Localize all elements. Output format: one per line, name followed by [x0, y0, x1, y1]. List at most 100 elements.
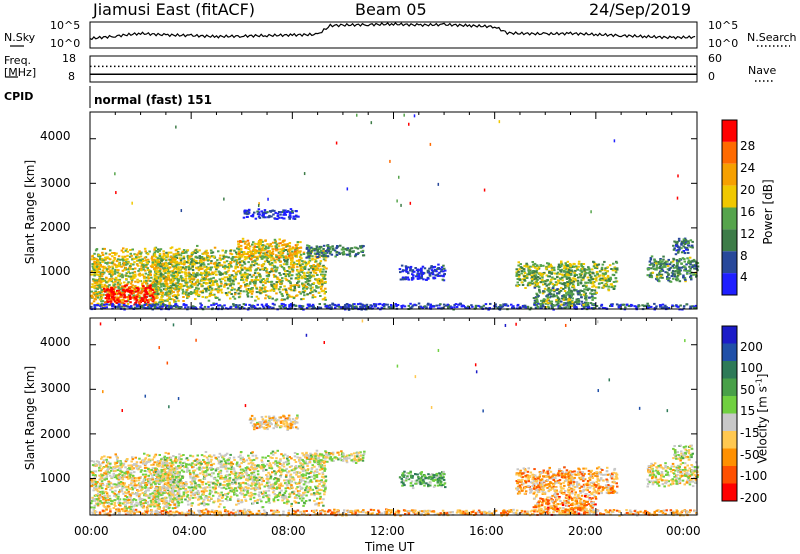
power-cell: [111, 265, 114, 268]
power-cell: [437, 307, 440, 310]
power-cell: [178, 247, 181, 250]
velocity-cell: [132, 467, 135, 470]
power-cell: [433, 265, 437, 268]
power-cell: [437, 263, 440, 266]
power-cell: [92, 267, 95, 269]
power-cell: [99, 282, 102, 285]
power-cell: [284, 273, 287, 276]
power-cell: [253, 272, 257, 275]
power-cell: [435, 270, 438, 273]
power-cell: [232, 283, 235, 286]
power-cell: [565, 306, 568, 309]
power-cell: [110, 295, 114, 298]
power-cell: [159, 257, 162, 260]
power-cell: [166, 270, 170, 273]
power-cell: [117, 289, 121, 292]
power-cell: [149, 288, 153, 291]
power-cell: [133, 298, 136, 301]
power-cell: [159, 277, 162, 280]
power-cell: [538, 291, 542, 294]
power-cell: [557, 298, 561, 301]
power-cell: [447, 306, 450, 309]
power-cell: [405, 266, 408, 269]
power-cell: [132, 257, 136, 260]
power-cell: [290, 259, 293, 261]
power-cell: [154, 255, 158, 258]
power-cell: [530, 274, 533, 277]
power-cell: [290, 289, 293, 292]
power-cell: [264, 297, 267, 300]
power-cell: [154, 266, 157, 269]
power-colorbar-segment: [722, 229, 737, 252]
power-cell: [100, 283, 103, 286]
power-cell: [432, 266, 435, 269]
power-cell: [675, 275, 679, 278]
power-cell: [666, 263, 669, 266]
power-cell: [120, 249, 124, 252]
power-cell: [130, 254, 133, 257]
power-cell: [527, 282, 530, 285]
power-cell: [214, 273, 218, 276]
power-cell: [152, 287, 155, 290]
power-cell: [247, 284, 250, 287]
power-cell: [302, 291, 306, 294]
power-cell: [271, 302, 275, 305]
power-cell: [515, 271, 518, 274]
power-cell: [121, 301, 125, 304]
power-cell: [299, 268, 303, 271]
power-cell: [127, 275, 131, 278]
power-cell: [291, 274, 294, 277]
power-cell: [310, 289, 313, 292]
power-cell: [275, 292, 278, 295]
power-cell: [650, 305, 653, 308]
power-cell: [168, 271, 171, 273]
power-cell: [151, 285, 155, 288]
power-cell: [203, 257, 206, 260]
power-cell: [299, 246, 303, 249]
power-cell: [267, 197, 269, 201]
power-cell: [181, 277, 184, 280]
power-cell: [589, 281, 592, 284]
power-cell: [136, 304, 139, 307]
power-cell: [264, 290, 267, 293]
power-cell: [130, 280, 134, 283]
power-cell: [246, 292, 250, 294]
power-cell: [160, 275, 164, 278]
power-cell: [471, 305, 474, 308]
power-cell: [217, 289, 221, 292]
power-cell: [617, 306, 621, 309]
power-cell: [108, 261, 112, 264]
power-cell: [131, 201, 133, 205]
power-cell: [167, 287, 170, 290]
power-cell: [291, 264, 295, 267]
power-cell: [258, 248, 261, 251]
power-cell: [212, 302, 215, 305]
power-cell: [296, 243, 299, 246]
power-cell: [251, 243, 254, 246]
power-cell: [601, 263, 605, 266]
power-cell: [539, 305, 543, 308]
power-cell: [106, 290, 110, 293]
power-cell: [691, 259, 694, 262]
power-cell: [151, 259, 154, 261]
power-cell: [260, 281, 263, 284]
power-cell: [538, 290, 541, 293]
power-cell: [172, 272, 176, 274]
power-cell: [139, 296, 142, 299]
power-cell: [98, 278, 102, 281]
power-cell: [157, 273, 160, 276]
power-cell: [300, 257, 303, 260]
power-cell: [143, 298, 147, 301]
power-cell: [566, 281, 570, 284]
power-cell: [283, 298, 286, 301]
power-cell: [519, 306, 522, 309]
power-cell: [533, 274, 536, 277]
power-cell: [158, 307, 161, 310]
power-cell: [325, 251, 329, 254]
power-cell: [204, 274, 207, 277]
power-cell: [229, 278, 232, 281]
power-cell: [226, 270, 229, 273]
power-cell: [141, 300, 145, 302]
power-cell: [216, 264, 219, 267]
power-cell: [333, 249, 337, 252]
